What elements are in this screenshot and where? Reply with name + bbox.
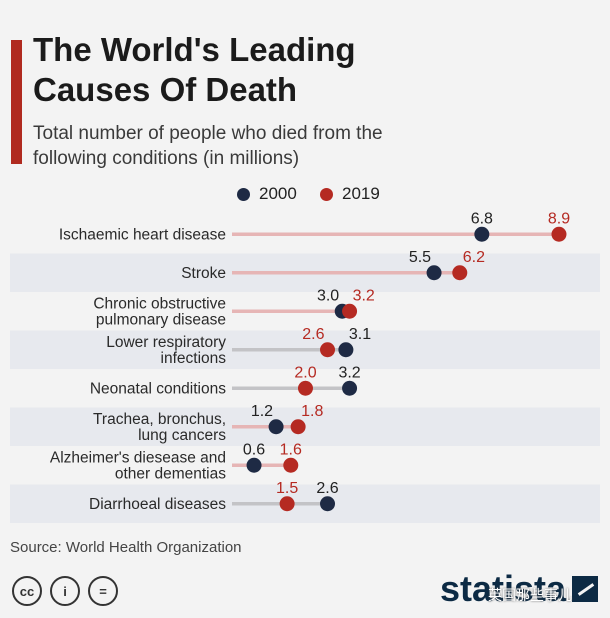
legend-item-2019: 2019: [320, 182, 380, 206]
value-label-2000: 1.2: [251, 403, 273, 420]
legend-label-2000: 2000: [259, 184, 297, 203]
dot-2000: [246, 457, 262, 473]
attribution-icon: i: [50, 576, 80, 606]
category-label: Diarrhoeal diseases: [89, 496, 226, 513]
dot-2000: [320, 496, 336, 512]
category-label: Trachea, bronchus, lung cancers: [93, 411, 226, 444]
dot-2019: [279, 496, 295, 512]
dot-2019: [320, 342, 336, 358]
value-label-2019: 1.6: [280, 441, 302, 458]
category-label: Neonatal conditions: [90, 380, 226, 397]
category-label: Alzheimer's diesease and other dementias: [50, 449, 226, 482]
value-label-2019: 6.2: [463, 249, 485, 266]
dot-2000: [268, 419, 284, 435]
value-label-2019: 8.9: [548, 210, 570, 227]
legend-dot-2000: [237, 187, 250, 201]
category-label: Lower respiratory infections: [106, 334, 226, 367]
value-label-2000: 3.2: [338, 364, 360, 381]
dot-2019: [452, 265, 468, 281]
value-label-2019: 1.5: [276, 480, 298, 497]
category-label: Ischaemic heart disease: [59, 226, 226, 243]
no-derivatives-icon: =: [88, 576, 118, 606]
chart-title: The World's Leading Causes Of Death: [33, 31, 356, 108]
value-label-2000: 3.0: [317, 287, 339, 304]
dot-2019: [290, 419, 306, 435]
dot-2019: [297, 380, 313, 396]
category-label: Stroke: [181, 265, 226, 282]
source-note: Source: World Health Organization: [10, 539, 242, 556]
dot-2000: [474, 226, 490, 242]
legend-dot-2019: [320, 187, 333, 201]
value-label-2000: 5.5: [409, 249, 431, 266]
dot-2000: [338, 342, 354, 358]
legend: 2000 2019: [0, 182, 610, 206]
license-icons: cc i =: [12, 576, 118, 606]
value-label-2000: 0.6: [243, 441, 265, 458]
dot-2000: [426, 265, 442, 281]
category-label: Chronic obstructive pulmonary disease: [93, 295, 226, 328]
dot-2019: [342, 303, 358, 319]
dot-2019: [283, 457, 299, 473]
value-label-2019: 2.0: [294, 364, 316, 381]
dot-2019: [551, 226, 567, 242]
value-label-2000: 6.8: [471, 210, 493, 227]
legend-item-2000: 2000: [237, 182, 297, 206]
statista-mark-icon: [572, 576, 598, 602]
watermark: 英国那些事儿: [488, 587, 572, 603]
chart-subtitle: Total number of people who died from the…: [33, 123, 383, 169]
title-accent-bar: [11, 40, 22, 164]
value-label-2019: 3.2: [353, 287, 375, 304]
value-label-2019: 1.8: [301, 403, 323, 420]
legend-label-2019: 2019: [342, 184, 380, 203]
dot-2000: [342, 380, 358, 396]
cc-icon: cc: [12, 576, 42, 606]
value-label-2000: 3.1: [349, 326, 371, 343]
value-label-2019: 2.6: [302, 326, 324, 343]
value-label-2000: 2.6: [316, 480, 338, 497]
statista-logo: statista: [440, 568, 567, 609]
